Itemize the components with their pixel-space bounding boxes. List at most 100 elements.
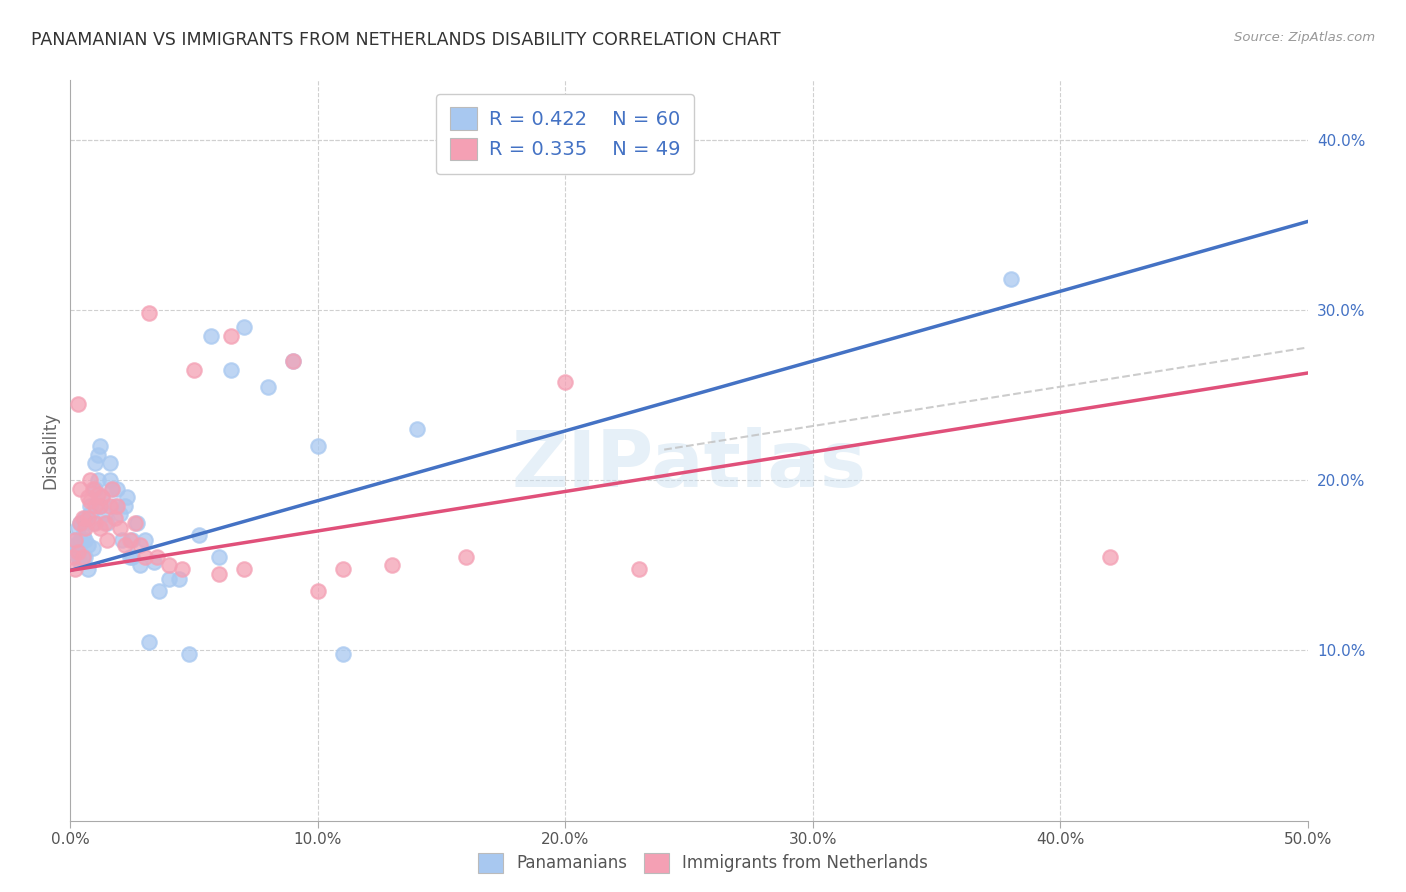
Point (89, 499, 111, 513)
Point (219, 362, 242, 376)
Point (69, 516, 91, 530)
Point (105, 482, 128, 496)
Point (98, 473, 121, 487)
Point (167, 572, 190, 586)
Point (114, 538, 136, 552)
Point (134, 549, 156, 564)
Point (72, 549, 94, 564)
Point (82, 482, 104, 496)
Point (628, 562, 651, 576)
Point (208, 566, 231, 581)
Point (76, 510, 98, 524)
Point (118, 533, 141, 547)
Point (84, 456, 107, 470)
Point (177, 647, 200, 661)
Point (232, 320, 254, 334)
Point (98, 456, 121, 470)
Point (281, 354, 304, 368)
Legend: Panamanians, Immigrants from Netherlands: Panamanians, Immigrants from Netherlands (471, 847, 935, 880)
Point (143, 555, 166, 569)
Point (127, 516, 149, 530)
Point (124, 516, 146, 530)
Point (232, 562, 254, 576)
Point (94, 508, 117, 522)
Point (72, 527, 94, 541)
Text: ZIPatlas: ZIPatlas (512, 427, 866, 503)
Point (76, 490, 98, 504)
Point (307, 583, 329, 598)
Point (72, 510, 94, 524)
Point (101, 482, 124, 496)
Point (219, 328, 242, 343)
Point (281, 354, 304, 368)
Point (65, 533, 87, 547)
Point (115, 490, 138, 504)
Point (69, 516, 91, 530)
Point (66, 397, 89, 411)
Point (79, 499, 101, 513)
Point (157, 558, 180, 573)
Point (456, 549, 478, 564)
Point (157, 572, 180, 586)
Point (257, 379, 280, 393)
Point (69, 482, 91, 496)
Point (84, 516, 107, 530)
Point (121, 533, 143, 547)
Point (66, 549, 89, 564)
Point (94, 516, 117, 530)
Point (66, 521, 89, 535)
Point (134, 533, 156, 547)
Point (381, 558, 404, 573)
Point (75, 549, 97, 564)
Point (84, 482, 107, 496)
Point (183, 362, 205, 376)
Legend: R = 0.422    N = 60, R = 0.335    N = 49: R = 0.422 N = 60, R = 0.335 N = 49 (436, 94, 695, 174)
Point (72, 549, 94, 564)
Point (104, 499, 127, 513)
Point (62, 549, 84, 564)
Point (76, 562, 98, 576)
Point (108, 521, 131, 535)
Point (89, 499, 111, 513)
Point (307, 439, 329, 453)
Point (75, 521, 97, 535)
Text: PANAMANIAN VS IMMIGRANTS FROM NETHERLANDS DISABILITY CORRELATION CHART: PANAMANIAN VS IMMIGRANTS FROM NETHERLAND… (31, 31, 780, 49)
Point (62, 533, 84, 547)
Point (170, 562, 193, 576)
Point (91, 490, 114, 504)
Point (111, 533, 134, 547)
Point (86, 473, 108, 487)
Point (101, 482, 124, 496)
Point (1000, 272, 1022, 286)
Point (65, 538, 87, 552)
Point (138, 306, 160, 320)
Point (86, 487, 108, 501)
Point (554, 375, 576, 389)
Point (75, 533, 97, 547)
Point (84, 499, 107, 513)
Point (89, 521, 111, 535)
Point (79, 493, 101, 508)
Point (188, 527, 211, 541)
Point (105, 499, 128, 513)
Point (405, 422, 427, 436)
Point (1098, 549, 1121, 564)
Point (118, 549, 141, 564)
Point (96, 533, 118, 547)
Point (128, 558, 150, 573)
Point (108, 508, 131, 522)
Point (65, 545, 87, 559)
Point (82, 516, 104, 530)
Point (332, 562, 354, 576)
Point (104, 510, 127, 524)
Point (121, 549, 143, 564)
Point (138, 635, 160, 649)
Point (208, 549, 231, 564)
Point (200, 328, 222, 343)
Point (89, 439, 111, 453)
Point (128, 538, 150, 552)
Point (82, 541, 104, 556)
Point (75, 510, 97, 524)
Point (66, 545, 89, 559)
Point (65, 562, 87, 576)
